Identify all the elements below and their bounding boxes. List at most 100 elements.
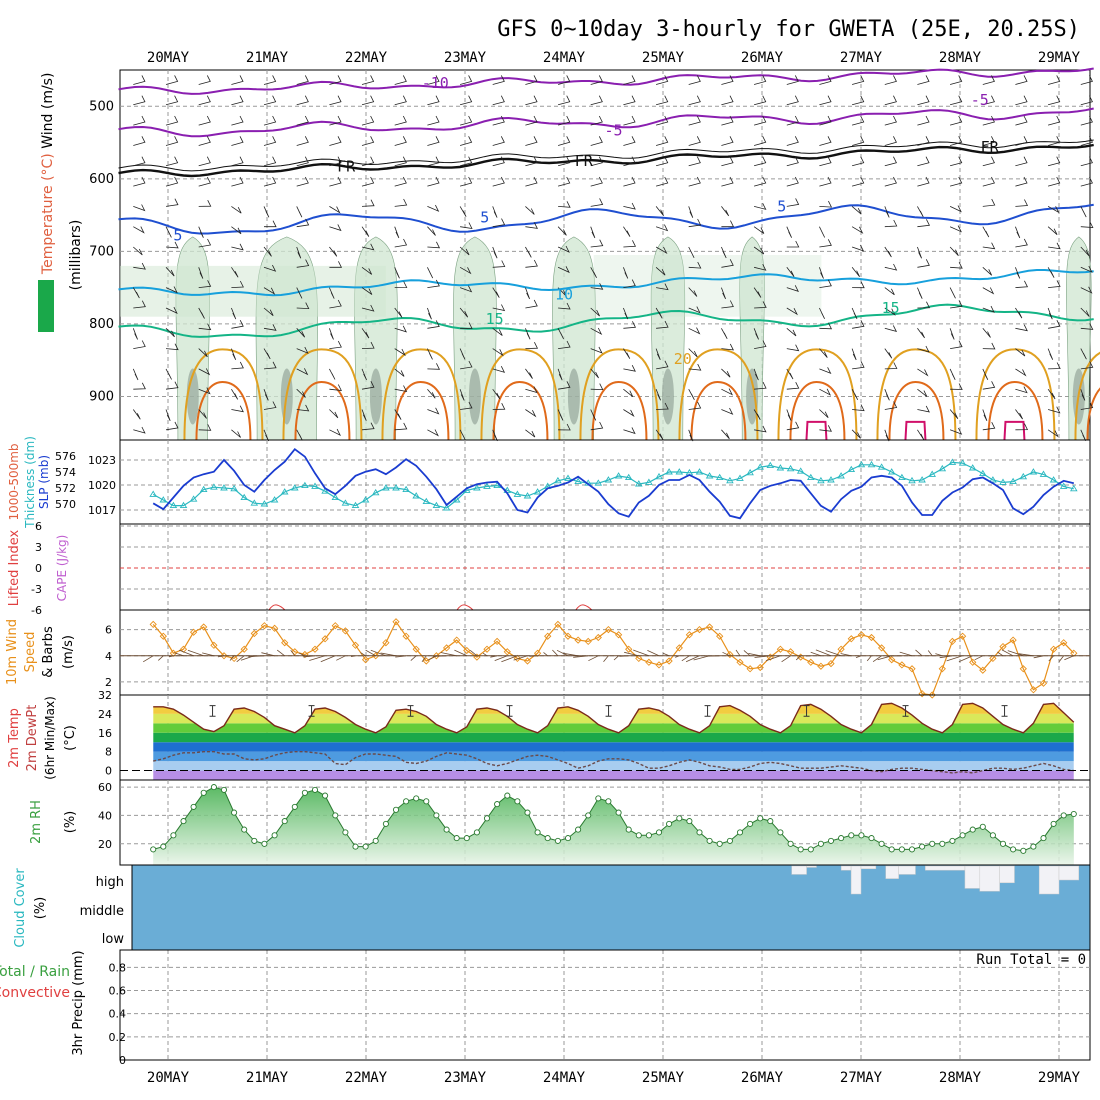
thickness-point: [1039, 470, 1048, 477]
wind-barb: [753, 368, 759, 381]
wind-speed-point: [1009, 636, 1017, 644]
wind-barb: [884, 219, 898, 228]
wind-barb: [231, 405, 244, 413]
wind-barb: [263, 287, 276, 295]
wind-barb: [1015, 199, 1029, 207]
wind-barb: [623, 240, 637, 248]
lifted-ytick: -3: [31, 583, 42, 596]
wind-barb-10m: [370, 649, 387, 657]
temp2m-minmax-bar: [506, 705, 513, 717]
thickness-point: [493, 481, 501, 489]
upper-air-ylabel-part: Wind (m/s): [40, 73, 56, 154]
wind-barb: [525, 115, 538, 126]
wind-barb: [982, 287, 995, 295]
temp2m-ylabel-1: 2m Temp: [7, 708, 22, 768]
thickness-point: [645, 478, 653, 485]
isotherm-25: [393, 380, 450, 441]
temp2m-minmax-bar: [308, 705, 315, 717]
temp2m-minmax-bar: [209, 705, 216, 717]
wind-speed-point: [189, 628, 198, 636]
thickness-ytick: 574: [55, 466, 76, 479]
wind-barb-10m: [958, 655, 973, 663]
wind-barb: [198, 323, 212, 331]
wind-barb: [851, 244, 865, 252]
wind-barb: [557, 156, 571, 167]
wind-barb: [1080, 136, 1093, 146]
thickness-point: [371, 488, 380, 496]
wind-speed-point: [807, 658, 815, 666]
wind-barb: [852, 404, 865, 412]
wind-barb: [1080, 401, 1094, 410]
wind-barb: [132, 409, 141, 420]
wind-barb: [656, 360, 669, 370]
wind-barb: [198, 280, 212, 288]
wind-barb: [329, 299, 342, 309]
rh-high-shading: [567, 368, 580, 425]
wind-barb: [1048, 362, 1061, 370]
wind-barb: [361, 243, 375, 251]
thickness-point: [483, 482, 491, 489]
wind-barb: [655, 75, 669, 85]
cloud-level-label: low: [102, 932, 125, 947]
wind-speed-point: [918, 690, 926, 698]
wind-barb: [655, 348, 661, 360]
thickness-point: [827, 476, 835, 483]
temp2m-line: [153, 702, 1075, 734]
thickness-point: [604, 476, 613, 483]
wind-barb: [1015, 115, 1028, 126]
contour-label: -10: [422, 74, 449, 92]
wind-barb: [819, 409, 829, 418]
wind-barb: [819, 307, 825, 319]
wind-barb: [884, 156, 897, 167]
wind-barb: [361, 304, 375, 312]
rh2m-point: [150, 846, 157, 853]
wind-barb: [460, 360, 473, 370]
wind-barb: [557, 136, 571, 146]
wind-barb: [1015, 368, 1027, 377]
wind-barb: [1080, 221, 1094, 228]
wind-barb: [1080, 75, 1093, 85]
wind-barb: [949, 368, 956, 380]
wind-barb: [492, 429, 498, 442]
thickness-point: [979, 469, 987, 477]
wind-barb: [982, 305, 995, 313]
wind-barb: [819, 388, 832, 396]
wind-barb-10m: [513, 655, 528, 661]
wind-speed-point: [351, 641, 360, 649]
wind-barb: [133, 95, 146, 106]
wind-barb: [917, 75, 930, 85]
wind-barb: [623, 95, 636, 106]
wind-barb: [623, 279, 636, 288]
thickness-point: [705, 472, 714, 479]
wind-barb: [819, 279, 832, 288]
thickness-point: [280, 488, 289, 495]
wind-barb: [460, 322, 473, 329]
rh2m-point: [453, 835, 460, 842]
wind-barb: [786, 267, 795, 278]
wind-barb: [296, 75, 309, 85]
rh2m-point: [332, 812, 339, 819]
wind-speed-point: [402, 632, 410, 640]
wind-barb: [721, 300, 734, 309]
cloud-clear-block: [806, 865, 817, 868]
wind-barb: [917, 136, 930, 146]
rh2m-point: [1040, 835, 1047, 842]
wind-barb-10m: [1048, 655, 1054, 662]
wind-barb: [263, 115, 277, 126]
wind-barb: [1047, 348, 1054, 360]
wind-barb: [623, 409, 635, 417]
thickness-point: [422, 497, 431, 505]
wind-barb: [132, 287, 140, 299]
wind-barb: [819, 75, 832, 85]
wind-barb: [688, 287, 698, 297]
rh2m-point: [848, 832, 855, 839]
wind-barb: [296, 388, 306, 398]
wind-barb: [394, 226, 400, 239]
wind-barb: [590, 327, 603, 335]
wind-barb: [949, 75, 963, 85]
wind-barb: [1080, 286, 1093, 294]
wind-barb: [394, 385, 408, 393]
wind-barb: [917, 345, 930, 353]
wind-barb: [133, 382, 146, 390]
isotherm-20: [480, 348, 561, 441]
